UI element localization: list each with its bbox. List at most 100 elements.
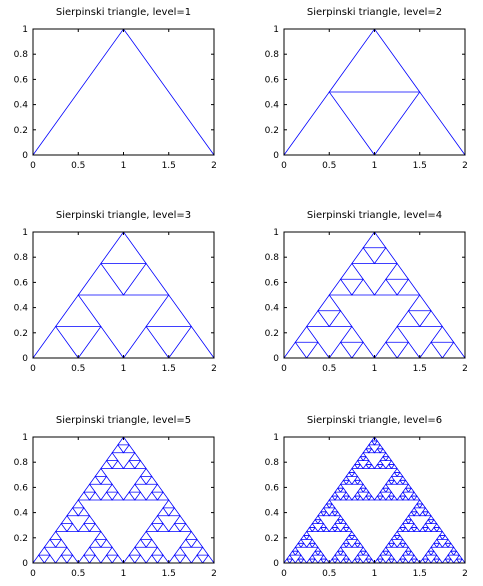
x-tick-label: 0	[281, 569, 287, 579]
sierpinski-triangle	[356, 495, 364, 501]
sierpinski-triangle	[128, 546, 142, 556]
sierpinski-triangle	[179, 538, 193, 548]
subplot-title: Sierpinski triangle, level=3	[56, 210, 191, 221]
subplot-title: Sierpinski triangle, level=2	[307, 7, 442, 18]
sierpinski-triangle	[421, 522, 430, 528]
sierpinski-triangle	[322, 558, 331, 564]
y-tick-label: 0.2	[14, 534, 28, 544]
sierpinski-triangle	[334, 558, 342, 564]
sierpinski-triangle	[353, 554, 362, 560]
sierpinski-triangle	[390, 495, 398, 501]
x-tick-label: 0	[30, 569, 36, 579]
sierpinski-triangle	[77, 554, 91, 564]
sierpinski-triangle	[435, 526, 444, 532]
sierpinski-triangle	[410, 522, 418, 528]
sierpinski-triangle	[441, 341, 466, 359]
sierpinski-triangle	[402, 519, 410, 525]
sierpinski-triangle	[43, 554, 57, 564]
sierpinski-triangle	[122, 554, 136, 564]
sierpinski-triangle	[396, 479, 404, 485]
sierpinski-triangle	[339, 558, 347, 564]
sierpinski-triangle	[54, 294, 102, 327]
sierpinski-triangle	[294, 325, 319, 343]
sierpinski-triangle	[139, 530, 153, 540]
sierpinski-triangle	[345, 526, 353, 532]
sierpinski-triangle	[311, 542, 319, 548]
sierpinski-triangle	[100, 538, 113, 548]
x-tick-label: 0	[30, 161, 36, 171]
sierpinski-triangle	[351, 495, 359, 501]
sierpinski-triangle	[410, 554, 418, 560]
sierpinski-triangle	[331, 554, 339, 560]
x-tick-label: 1	[372, 569, 378, 579]
sierpinski-triangle	[399, 475, 407, 481]
x-tick-label: 1.5	[413, 364, 427, 374]
sierpinski-triangle	[314, 515, 322, 521]
sierpinski-triangle	[305, 526, 314, 532]
sierpinski-triangle	[66, 522, 80, 532]
sierpinski-triangle	[342, 538, 350, 544]
x-tick-label: 0.5	[71, 569, 85, 579]
sierpinski-triangle	[368, 463, 376, 469]
sierpinski-triangle	[407, 550, 415, 556]
sierpinski-triangle	[305, 542, 314, 548]
sierpinski-triangle	[66, 507, 80, 517]
sierpinski-triangle	[376, 459, 384, 465]
sierpinski-triangle	[435, 542, 444, 548]
sierpinski-triangle	[317, 294, 342, 312]
y-tick-label: 0.6	[265, 278, 280, 288]
sierpinski-triangle	[100, 554, 113, 564]
x-tick-label: 0	[281, 161, 287, 171]
sierpinski-triangle	[353, 491, 362, 497]
sierpinski-triangle	[60, 546, 74, 556]
sierpinski-triangle	[368, 440, 376, 446]
sierpinski-triangle	[359, 483, 367, 489]
y-tick-label: 0.4	[14, 304, 29, 314]
sierpinski-triangle	[356, 479, 364, 485]
sierpinski-triangle	[283, 341, 308, 359]
subplot-title: Sierpinski triangle, level=6	[307, 415, 442, 426]
sierpinski-triangle	[387, 554, 396, 560]
sierpinski-triangle	[100, 475, 113, 485]
subplot-level-4: Sierpinski triangle, level=4 0 0.5 1 1.5 2 0 0.…	[265, 210, 468, 374]
sierpinski-triangle	[396, 310, 421, 327]
x-tick-label: 1	[121, 569, 127, 579]
sierpinski-triangle	[345, 495, 353, 501]
sierpinski-triangle	[396, 471, 404, 477]
sierpinski-triangle	[387, 538, 396, 544]
sierpinski-triangle	[300, 542, 308, 548]
subplot-title: Sierpinski triangle, level=4	[307, 210, 442, 221]
sierpinski-triangle	[325, 499, 333, 505]
sierpinski-triangle	[365, 554, 373, 560]
sierpinski-triangle	[407, 526, 415, 532]
y-tick-label: 0.8	[265, 253, 280, 263]
sierpinski-triangle	[390, 558, 398, 564]
sierpinski-triangle	[441, 542, 449, 548]
subplot-title: Sierpinski triangle, level=1	[56, 7, 191, 18]
y-tick-label: 0	[273, 354, 279, 364]
x-tick-label: 2	[462, 569, 468, 579]
sierpinski-triangle	[308, 538, 316, 544]
sierpinski-triangle	[362, 463, 370, 469]
sierpinski-triangle	[156, 491, 170, 501]
sierpinski-triangle	[128, 452, 142, 462]
sierpinski-triangle	[387, 459, 396, 465]
sierpinski-triangle	[54, 538, 68, 548]
sierpinski-triangle	[317, 511, 325, 517]
sierpinski-triangle	[404, 546, 413, 552]
x-tick-label: 1	[121, 161, 127, 171]
sierpinski-triangle	[407, 495, 415, 501]
sierpinski-triangle	[111, 554, 125, 564]
y-tick-label: 0.8	[14, 50, 29, 60]
sierpinski-triangle	[385, 463, 393, 469]
sierpinski-triangle	[94, 467, 108, 477]
y-tick-label: 0.6	[265, 483, 280, 493]
sierpinski-triangle	[385, 542, 393, 548]
sierpinski-triangle	[447, 542, 455, 548]
sierpinski-triangle	[117, 436, 130, 446]
x-tick-label: 2	[462, 161, 468, 171]
sierpinski-triangle	[167, 325, 215, 359]
sierpinski-triangle	[305, 534, 314, 540]
sierpinski-triangle	[88, 475, 102, 485]
sierpinski-triangle	[390, 471, 398, 477]
